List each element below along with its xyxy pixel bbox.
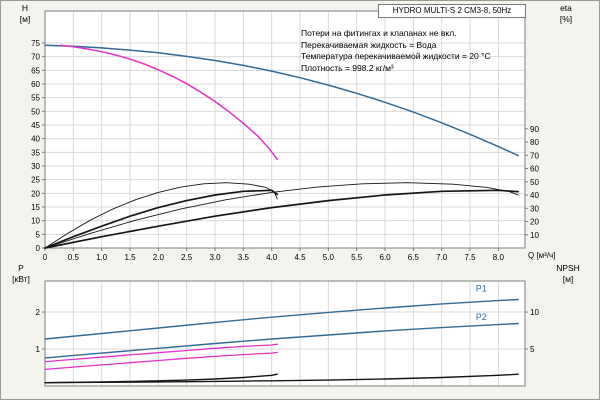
left-tick-label: 50 [31,107,40,116]
left-tick-label: 40 [31,135,40,144]
x-tick-label: 0.5 [68,253,80,262]
bottom-left-axis-unit: [кВт] [12,274,30,284]
right-tick-label: 80 [530,138,539,147]
x-tick-label: 7.5 [464,253,476,262]
x-tick-label: 5.0 [323,253,335,262]
left-tick-label: 55 [31,94,40,103]
left-tick-label: 0 [36,244,41,253]
chart-hq: 0 5 10 15 20 25 30 35 40 45 50 55 60 65 70 75 10 20 30 40 50… [31,10,539,262]
x-tick-label: 2.5 [181,253,193,262]
x-tick-label: 3.0 [209,253,221,262]
right-tick-label: 30 [530,204,539,213]
x-tick-label: 1.0 [96,253,108,262]
series-P2-1-pump [44,351,278,371]
top-left-axis-unit: [м] [19,14,31,24]
note-line: Температура перекачиваемой жидкости = 20… [301,51,491,61]
left-tick-label: 35 [31,148,40,157]
left-tick-label: 75 [31,39,40,48]
note-line: Перекачиваемая жидкость = Вода [301,39,437,50]
curve-label-P2: P2 [476,312,487,322]
x-tick-label: 6.5 [408,253,420,262]
left-tick-label: 1 [36,345,41,354]
top-left-axis-label: H [21,3,29,13]
top-right-axis-label: eta [560,3,572,13]
x-tick-label: 7.0 [436,253,448,262]
left-tick-label: 2 [36,308,41,317]
left-tick-label: 5 [36,230,41,239]
x-tick-label: 1.5 [124,253,136,262]
x-axis-unit-label: Q [м³/ч] [528,251,556,260]
left-tick-label: 45 [31,121,40,130]
x-tick-label: 2.0 [153,253,165,262]
left-tick-label: 20 [31,189,40,198]
x-tick-label: 5.5 [351,253,363,262]
note-line: Потери на фитингах и клапанах не вкл. [301,28,457,38]
right-tick-label: 10 [530,231,539,240]
left-tick-label: 30 [31,162,40,171]
right-tick-label: 20 [530,218,539,227]
right-tick-label: 70 [530,151,539,160]
condition-notes: Потери на фитингах и клапанах не вкл. Пе… [301,28,491,74]
x-tick-label: 4.5 [294,253,306,262]
right-tick-label: 40 [530,191,539,200]
series-H-1-pump [60,44,279,160]
plot-border [44,280,526,387]
x-tick-label: 6.0 [379,253,391,262]
note-line: Плотность = 998.2 кг/м³ [301,62,394,73]
series-P1-1-pump [44,343,278,363]
plot-background [45,281,525,386]
right-tick-label: 60 [530,165,539,174]
pump-model-title: HYDRO MULTI-S 2 CM3-8, 50Hz [378,4,526,18]
left-tick-label: 25 [31,176,40,185]
curve-label-P1: P1 [476,283,487,293]
bottom-right-axis-label: NPSH [556,263,580,273]
series-P1-2-pumps [44,298,519,340]
series-H-2-pumps [44,44,519,157]
chart-p-npsh: 1 2 5 10 P1 P2 [36,280,539,387]
left-tick-label: 15 [31,203,40,212]
series-eta-1-pump-bold [44,189,279,249]
x-tick-label: 8.0 [493,253,505,262]
plot-border [44,10,526,249]
bottom-right-axis-unit: [м] [562,274,574,284]
right-tick-label: 50 [530,178,539,187]
right-tick-label: 10 [530,308,539,317]
top-right-axis-unit: [%] [559,14,573,24]
left-tick-label: 65 [31,66,40,75]
x-tick-label: 3.5 [238,253,250,262]
left-tick-label: 60 [31,80,40,89]
bottom-left-axis-label: P [18,263,24,273]
right-tick-label: 90 [530,125,539,134]
series-eta-1-pump [44,182,278,249]
plot-background [45,11,525,248]
left-tick-label: 70 [31,53,40,62]
x-tick-label: 4.0 [266,253,278,262]
series-eta-2-pumps [44,182,519,249]
series-NPSH-1-pump [44,373,278,384]
right-tick-label: 5 [530,345,535,354]
x-tick-label: 0 [43,253,48,262]
series-eta-2-pumps-bold [44,189,520,249]
series-P2-2-pumps [44,322,519,359]
left-tick-label: 10 [31,217,40,226]
